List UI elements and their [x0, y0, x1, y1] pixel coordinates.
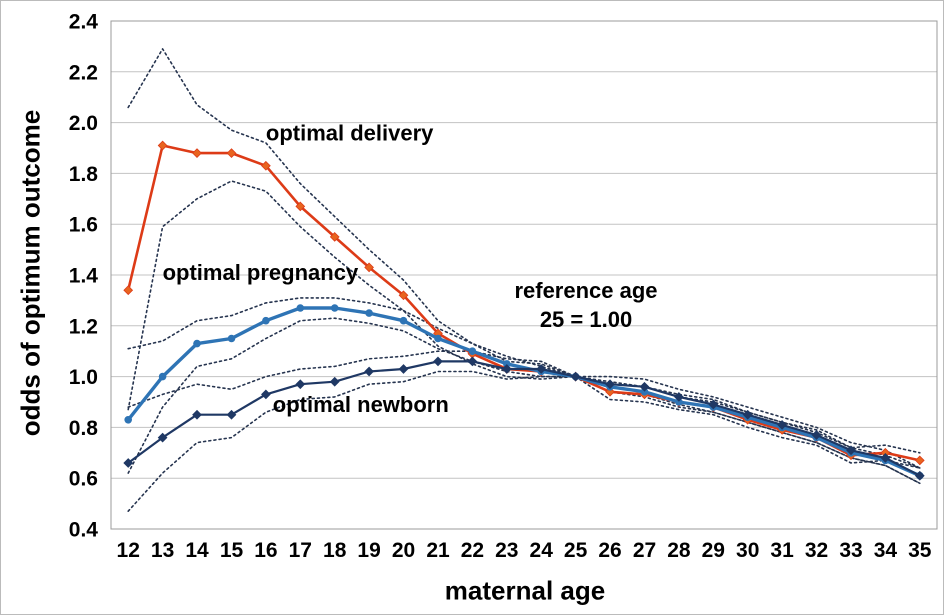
y-axis-tick-labels: 0.4 0.6 0.8 1.0 1.2 1.4 1.6 1.8 2.0 2.2 2.4	[69, 11, 99, 542]
svg-text:19: 19	[357, 539, 380, 562]
svg-text:1.8: 1.8	[69, 163, 99, 186]
annotation-reference-age: reference age 25 = 1.00	[514, 278, 657, 332]
svg-text:0.6: 0.6	[69, 468, 98, 491]
svg-text:29: 29	[702, 539, 725, 562]
svg-text:14: 14	[185, 539, 209, 562]
svg-text:27: 27	[633, 539, 656, 562]
svg-text:0.8: 0.8	[69, 417, 99, 440]
svg-text:26: 26	[598, 539, 621, 562]
svg-text:30: 30	[736, 539, 759, 562]
svg-text:15: 15	[220, 539, 244, 562]
svg-text:1.6: 1.6	[69, 214, 98, 237]
series-optimal-newborn-ci-upper	[127, 350, 921, 469]
x-axis-tick-labels: 12 13 14 15 16 17 18 19 20 21 22 23 24 25 26 27 28 29 30 31…	[117, 539, 932, 562]
svg-text:0.4: 0.4	[69, 519, 99, 542]
svg-text:18: 18	[323, 539, 347, 562]
svg-text:31: 31	[770, 539, 794, 562]
svg-text:2.0: 2.0	[69, 112, 98, 135]
svg-text:35: 35	[908, 539, 932, 562]
svg-text:1.0: 1.0	[69, 366, 98, 389]
svg-text:2.4: 2.4	[69, 11, 99, 34]
annotation-optimal-pregnancy: optimal pregnancy	[163, 260, 359, 285]
svg-text:17: 17	[289, 539, 312, 562]
svg-text:12: 12	[117, 539, 140, 562]
svg-text:13: 13	[151, 539, 174, 562]
svg-text:22: 22	[461, 539, 484, 562]
series-optimal-delivery-ci-lower	[127, 180, 921, 469]
svg-text:1.2: 1.2	[69, 315, 98, 338]
svg-text:24: 24	[530, 539, 554, 562]
series-optimal-newborn-ci-lower	[127, 370, 921, 513]
series-optimal-delivery	[123, 140, 925, 466]
series-optimal-pregnancy-ci-lower	[127, 317, 921, 485]
annotation-optimal-newborn: optimal newborn	[273, 392, 449, 417]
svg-text:25: 25	[564, 539, 588, 562]
series-optimal-delivery-ci-upper	[127, 48, 921, 454]
y-axis-title: odds of optimum outcome	[15, 109, 46, 437]
svg-text:1.4: 1.4	[69, 265, 99, 288]
x-axis-title: maternal age	[444, 575, 606, 606]
plot-border	[110, 20, 938, 530]
series-optimal-pregnancy-ci-upper	[127, 297, 921, 469]
series-optimal-pregnancy	[124, 304, 924, 480]
svg-text:23: 23	[495, 539, 518, 562]
svg-text:34: 34	[874, 539, 898, 562]
svg-text:28: 28	[667, 539, 691, 562]
svg-text:33: 33	[839, 539, 862, 562]
annotation-optimal-delivery: optimal delivery	[266, 120, 434, 145]
svg-text:21: 21	[426, 539, 450, 562]
svg-text:20: 20	[392, 539, 415, 562]
svg-text:32: 32	[805, 539, 828, 562]
svg-text:16: 16	[254, 539, 277, 562]
svg-text:2.2: 2.2	[69, 61, 98, 84]
series-optimal-newborn	[123, 356, 925, 481]
